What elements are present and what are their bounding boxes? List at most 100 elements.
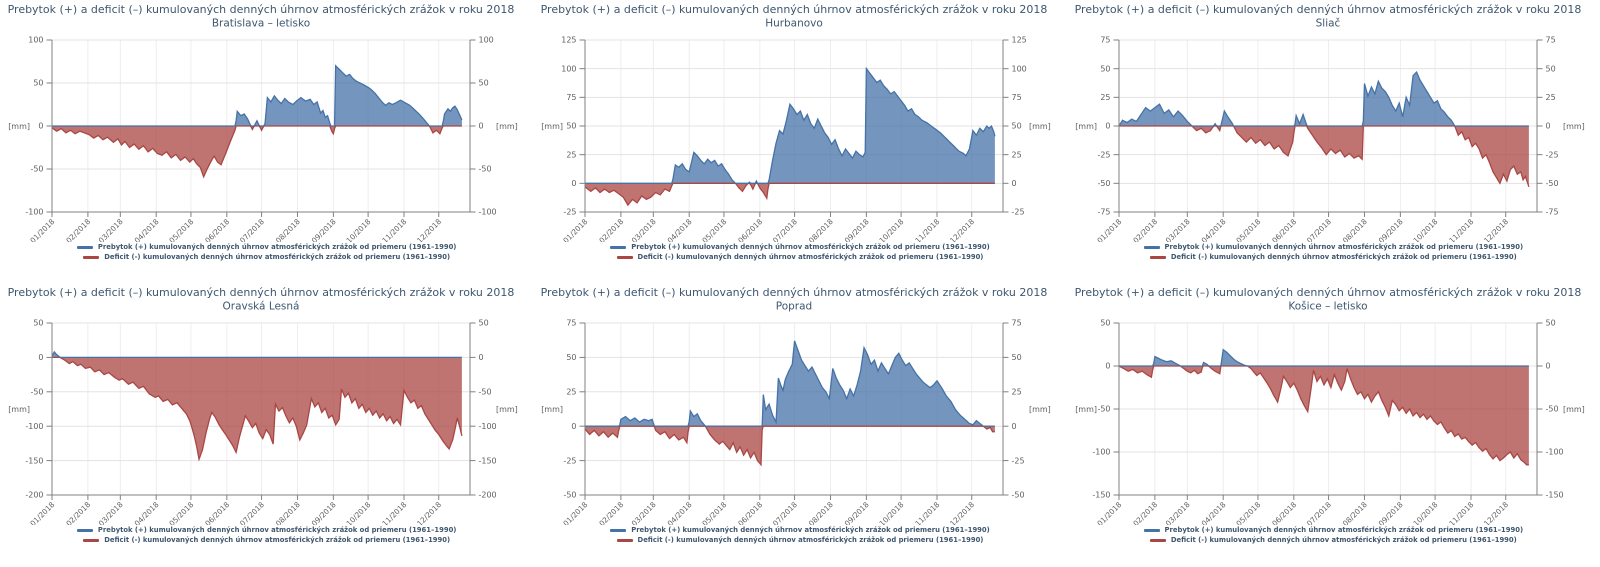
svg-text:-100: -100 bbox=[478, 422, 496, 431]
chart-title: Prebytok (+) a deficit (–) kumulovaných … bbox=[1074, 286, 1581, 299]
legend-item-deficit: Deficit (-) kumulovaných denných úhrnov … bbox=[83, 253, 450, 262]
svg-text:0: 0 bbox=[1105, 362, 1110, 371]
deficit-line bbox=[51, 125, 462, 179]
svg-text:02/2018: 02/2018 bbox=[64, 500, 92, 525]
legend: Prebytok (+) kumulovaných denných úhrnov… bbox=[533, 526, 1066, 545]
svg-text:09/2018: 09/2018 bbox=[843, 500, 871, 525]
svg-text:125: 125 bbox=[1012, 36, 1027, 45]
chart-subtitle: Oravská Lesná bbox=[223, 301, 300, 313]
deficit-area bbox=[1118, 366, 1529, 465]
chart-svg-kosice-letisko: -150 -150 -100 -100 -50 -50 0 0 50 50 01/2018 02/20… bbox=[1074, 286, 1584, 525]
svg-text:50: 50 bbox=[1012, 353, 1022, 362]
legend-label-surplus: Prebytok (+) kumulovaných denných úhrnov… bbox=[631, 243, 990, 251]
svg-text:-25: -25 bbox=[1012, 208, 1025, 217]
legend-item-surplus: Prebytok (+) kumulovaných denných úhrnov… bbox=[76, 243, 457, 252]
svg-text:-200: -200 bbox=[25, 491, 43, 500]
svg-text:12/2018: 12/2018 bbox=[415, 500, 443, 525]
chart-cell-kosice-letisko: -150 -150 -100 -100 -50 -50 0 0 50 50 01/2018 02/20… bbox=[1067, 283, 1600, 567]
legend-item-deficit: Deficit (-) kumulovaných denných úhrnov … bbox=[83, 536, 450, 545]
svg-text:03/2018: 03/2018 bbox=[97, 217, 125, 242]
chart-subtitle: Košice – letisko bbox=[1288, 301, 1367, 313]
legend-item-surplus: Prebytok (+) kumulovaných denných úhrnov… bbox=[610, 526, 990, 535]
svg-text:-25: -25 bbox=[564, 456, 577, 465]
chart-subtitle: Bratislava – letisko bbox=[212, 18, 310, 30]
svg-text:50: 50 bbox=[33, 79, 43, 88]
legend-label-surplus: Prebytok (+) kumulovaných denných úhrnov… bbox=[97, 243, 457, 251]
svg-text:04/2018: 04/2018 bbox=[666, 500, 694, 525]
svg-text:0: 0 bbox=[1545, 362, 1550, 371]
deficit-line bbox=[584, 425, 996, 467]
svg-text:25: 25 bbox=[1012, 388, 1022, 397]
svg-text:-75: -75 bbox=[1097, 208, 1110, 217]
svg-text:-50: -50 bbox=[30, 165, 43, 174]
legend-marker-surplus-icon bbox=[76, 246, 93, 249]
svg-text:10/2018: 10/2018 bbox=[1411, 500, 1439, 525]
svg-text:-150: -150 bbox=[1092, 491, 1110, 500]
deficit-line bbox=[1118, 125, 1530, 187]
y-axis-unit-left: [mm] bbox=[1075, 122, 1097, 131]
svg-text:-100: -100 bbox=[25, 208, 43, 217]
axes bbox=[579, 322, 1009, 500]
chart-subtitle: Poprad bbox=[776, 301, 812, 313]
svg-text:-200: -200 bbox=[478, 491, 496, 500]
svg-text:100: 100 bbox=[1012, 64, 1027, 73]
svg-text:10/2018: 10/2018 bbox=[344, 500, 372, 525]
svg-text:75: 75 bbox=[1545, 36, 1555, 45]
surplus-area bbox=[1118, 349, 1529, 367]
surplus-line bbox=[51, 350, 462, 359]
legend-item-deficit: Deficit (-) kumulovaných denných úhrnov … bbox=[1149, 536, 1517, 545]
chart-cell-hurbanovo: -25 -25 0 0 25 25 50 50 75 75 100 100 125 125 01/2018 0… bbox=[533, 0, 1066, 283]
svg-text:0: 0 bbox=[572, 422, 577, 431]
svg-text:-50: -50 bbox=[1545, 179, 1558, 188]
svg-text:-150: -150 bbox=[1545, 491, 1563, 500]
svg-text:07/2018: 07/2018 bbox=[1305, 500, 1333, 525]
svg-text:-50: -50 bbox=[1097, 179, 1110, 188]
svg-text:05/2018: 05/2018 bbox=[701, 217, 729, 242]
svg-text:01/2018: 01/2018 bbox=[1095, 500, 1123, 525]
chart-title: Prebytok (+) a deficit (–) kumulovaných … bbox=[541, 3, 1048, 16]
chart-svg-poprad: -50 -50 -25 -25 0 0 25 25 50 50 75 75 01/2018 02/2018… bbox=[541, 286, 1051, 525]
svg-text:75: 75 bbox=[1012, 319, 1022, 328]
svg-text:10/2018: 10/2018 bbox=[878, 217, 906, 242]
svg-text:11/2018: 11/2018 bbox=[914, 217, 942, 242]
svg-text:-50: -50 bbox=[1097, 405, 1110, 414]
surplus-line bbox=[585, 66, 996, 184]
svg-text:02/2018: 02/2018 bbox=[598, 217, 626, 242]
svg-text:-50: -50 bbox=[564, 491, 577, 500]
deficit-area bbox=[51, 357, 462, 460]
svg-text:-100: -100 bbox=[25, 422, 43, 431]
axes bbox=[1113, 322, 1543, 500]
y-axis-unit-left: [mm] bbox=[542, 122, 564, 131]
y-axis-unit-left: [mm] bbox=[8, 122, 30, 131]
svg-text:01/2018: 01/2018 bbox=[28, 217, 56, 242]
svg-text:0: 0 bbox=[38, 122, 43, 131]
chart-svg-hurbanovo: -25 -25 0 0 25 25 50 50 75 75 100 100 125 125 01/2018 0… bbox=[541, 3, 1051, 242]
svg-text:05/2018: 05/2018 bbox=[701, 500, 729, 525]
svg-text:03/2018: 03/2018 bbox=[1163, 217, 1191, 242]
svg-text:0: 0 bbox=[1012, 179, 1017, 188]
svg-text:-25: -25 bbox=[564, 208, 577, 217]
legend-marker-surplus-icon bbox=[610, 246, 627, 249]
svg-text:0: 0 bbox=[1545, 122, 1550, 131]
legend-marker-surplus-icon bbox=[1143, 246, 1160, 249]
svg-text:75: 75 bbox=[1012, 93, 1022, 102]
svg-text:0: 0 bbox=[1012, 422, 1017, 431]
svg-text:25: 25 bbox=[1100, 93, 1110, 102]
legend: Prebytok (+) kumulovaných denných úhrnov… bbox=[0, 526, 533, 545]
svg-text:07/2018: 07/2018 bbox=[238, 500, 266, 525]
svg-text:04/2018: 04/2018 bbox=[1199, 217, 1227, 242]
svg-text:50: 50 bbox=[1100, 319, 1110, 328]
svg-text:75: 75 bbox=[567, 319, 577, 328]
svg-text:75: 75 bbox=[1100, 36, 1110, 45]
svg-text:10/2018: 10/2018 bbox=[878, 500, 906, 525]
legend-marker-surplus-icon bbox=[1143, 529, 1160, 532]
deficit-area bbox=[51, 125, 462, 177]
svg-text:09/2018: 09/2018 bbox=[843, 217, 871, 242]
svg-text:08/2018: 08/2018 bbox=[1341, 500, 1369, 525]
svg-text:-100: -100 bbox=[1092, 448, 1110, 457]
chart-cell-bratislava-letisko: -100 -100 -50 -50 0 0 50 50 100 100 01/2018 02/2018… bbox=[0, 0, 533, 283]
svg-text:01/2018: 01/2018 bbox=[562, 500, 590, 525]
svg-text:-25: -25 bbox=[1545, 150, 1558, 159]
svg-text:04/2018: 04/2018 bbox=[133, 500, 161, 525]
legend-marker-deficit-icon bbox=[83, 539, 100, 542]
